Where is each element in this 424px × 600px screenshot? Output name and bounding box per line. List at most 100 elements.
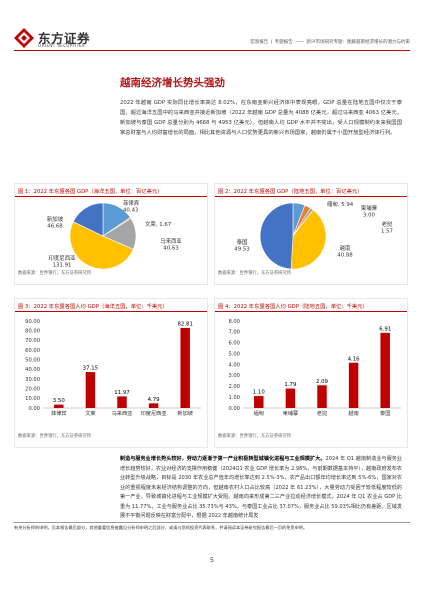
- y-tick-label: 3.00: [228, 373, 240, 379]
- pie-label-name: 柬埔寨: [361, 204, 378, 212]
- y-tick-label: 4.00: [228, 362, 240, 368]
- page-number: 5: [209, 556, 215, 564]
- figure-2: 图 2：2022 年东盟各国 GDP（陆地五国，单位：百亿美元） 缅甸, 5.9…: [214, 183, 408, 285]
- x-tick-label: 菲律宾: [51, 409, 67, 417]
- figure-1-source: 数据来源：世界银行，东方证券研究所: [18, 271, 92, 276]
- body-paragraph: 制造与服务业增长势头较好，劳动力逐渐于第一产业积极转型城镇化进程与工业规模扩大。…: [120, 455, 402, 522]
- footer-divider: [14, 522, 410, 523]
- bar: [285, 388, 296, 408]
- intro-paragraph: 2022 年越南 GDP 实际同比增长率高达 8.02%，在东南亚新兴经济体中表…: [120, 100, 402, 136]
- pie-label-name: 新加坡: [47, 215, 64, 223]
- pie-slice: [259, 202, 294, 270]
- x-tick-label: 泰国: [380, 409, 390, 417]
- orient-logo-icon: [14, 28, 34, 48]
- body-text: 2024 年 Q1 越南制造业与服务业增长趋势较好，农业对经济的支撑作用稳健（2…: [120, 456, 402, 519]
- pie-label-value: 40.43: [123, 208, 138, 214]
- y-tick-label: 90.00: [25, 319, 40, 325]
- bar: [117, 396, 127, 408]
- pie-label-value: 1.57: [381, 229, 393, 235]
- figure-2-title: 图 2：2022 年东盟各国 GDP（陆地五国，单位：百亿美元）: [215, 184, 407, 197]
- pie-label-value: 49.53: [234, 247, 249, 253]
- x-tick-label: 越南: [348, 409, 358, 417]
- bar-value-label: 2.09: [316, 379, 329, 385]
- pie-label-value: 40.63: [163, 246, 178, 252]
- figure-3-source: 数据来源：世界银行，东方证券研究所: [18, 434, 92, 439]
- y-tick-label: 20.00: [25, 386, 40, 392]
- pie-label-value: 131.91: [53, 263, 72, 269]
- pie-label-name: 缅甸, 5.94: [327, 200, 354, 208]
- pie-slice: [72, 202, 104, 237]
- section-title: 越南经济增长势头强劲: [120, 77, 225, 89]
- bar: [180, 327, 190, 408]
- bar: [85, 372, 96, 408]
- body-lead: 制造与服务业增长势头较好，劳动力逐渐于第一产业积极转型城镇化进程与工业规模扩大。: [120, 456, 326, 462]
- figure-3-title: 图 3：2022 年东盟各国人均 GDP（海洋五国，单位：千美元）: [15, 299, 207, 312]
- bar: [254, 396, 264, 408]
- x-tick-label: 马来西亚: [112, 409, 133, 417]
- pie-label-name: 菲律宾: [123, 199, 140, 207]
- x-tick-label: 柬埔寨: [283, 409, 299, 417]
- bar-value-label: 4.16: [348, 356, 361, 362]
- y-tick-label: 60.00: [25, 348, 40, 354]
- x-tick-label: 文莱: [85, 409, 95, 417]
- breadcrumb-item: 专题报告: [274, 40, 293, 45]
- y-tick-label: 70.00: [25, 338, 40, 344]
- pie-label-name: 文莱, 1.67: [145, 220, 171, 228]
- bar-value-label: 1.10: [253, 390, 266, 396]
- figure-3: 图 3：2022 年东盟各国人均 GDP（海洋五国，单位：千美元） 0.00 10…: [14, 298, 208, 448]
- figure-4: 图 4：2022 年东盟各国人均 GDP（陆地五国，单位：千美元） 0.00 1.…: [214, 298, 408, 448]
- pie-label-value: 3.00: [363, 213, 376, 219]
- bar-value-label: 3.50: [53, 398, 66, 404]
- figure-4-bar-chart: 0.00 1.00 2.00 3.00 4.00 5.00 6.00 7.00 8.00 1.10…: [228, 319, 401, 417]
- figure-3-bar-chart: 0.00 10.00 20.00 30.00 40.00 50.00 60.00 70.00 8…: [25, 319, 201, 417]
- header-divider: [14, 50, 410, 51]
- y-tick-label: 50.00: [25, 357, 40, 363]
- y-tick-label: 8.00: [228, 319, 240, 325]
- x-tick-label: 新加坡: [177, 409, 193, 417]
- y-tick-label: 2.00: [228, 384, 240, 390]
- breadcrumb-separator: |: [270, 40, 273, 45]
- pie-label-value: 40.88: [337, 253, 353, 259]
- pie-label-name: 印度尼西亚: [49, 254, 77, 262]
- page-header: 东方证券 ORIENT SECURITIES 宏观报告 | 专题报告 —— 新兴…: [0, 0, 424, 56]
- x-tick-label: 印度尼西亚: [141, 409, 167, 417]
- y-tick-label: 0.00: [228, 406, 240, 412]
- logo-text-cn: 东方证券: [38, 31, 91, 46]
- bar: [348, 362, 359, 408]
- y-tick-label: 10.00: [25, 396, 40, 402]
- bar: [54, 404, 64, 408]
- pie-label-name: 马来西亚: [160, 237, 182, 245]
- y-tick-label: 80.00: [25, 328, 40, 334]
- pie-label-value: 46.68: [47, 224, 63, 230]
- bar: [317, 385, 327, 408]
- figure-1: 图 1：2022 年东盟各国 GDP（海洋五国，单位：百亿美元） 菲律宾 40.4…: [14, 183, 208, 285]
- y-tick-label: 1.00: [228, 395, 240, 401]
- breadcrumb-dash: ——: [295, 40, 305, 45]
- y-tick-label: 7.00: [228, 330, 240, 336]
- y-tick-label: 6.00: [228, 341, 240, 347]
- y-tick-label: 40.00: [25, 367, 40, 373]
- pie-slice: [290, 209, 327, 270]
- pie-label-name: 泰国: [237, 238, 248, 246]
- disclaimer-note: 有关分析师的申明，见本报告最后部分，其他重要信息披露见分析师申明之后部分，或请与…: [14, 525, 308, 530]
- figure-4-title: 图 4：2022 年东盟各国人均 GDP（陆地五国，单位：千美元）: [215, 299, 407, 312]
- figure-2-source: 数据来源：世界银行，东方证券研究所: [218, 271, 292, 276]
- bar-value-label: 6.91: [379, 326, 391, 332]
- figure-1-title: 图 1：2022 年东盟各国 GDP（海洋五国，单位：百亿美元）: [15, 184, 207, 197]
- bar-value-label: 82.81: [177, 321, 192, 327]
- figure-4-source: 数据来源：世界银行，东方证券研究所: [218, 434, 292, 439]
- bar-value-label: 4.79: [148, 397, 161, 403]
- pie-label-name: 越南: [340, 244, 351, 252]
- bar-value-label: 37.15: [83, 366, 98, 372]
- y-tick-label: 5.00: [228, 351, 240, 357]
- logo-text-en: ORIENT SECURITIES: [38, 43, 85, 48]
- x-tick-label: 缅甸: [254, 409, 264, 417]
- pie-slice: [69, 221, 134, 270]
- breadcrumb: 宏观报告 | 专题报告 —— 新兴市场研究专题：图解越南经济增长的潜力与约束: [249, 39, 410, 45]
- bar-value-label: 11.97: [114, 390, 129, 396]
- y-tick-label: 30.00: [25, 377, 40, 383]
- bar-value-label: 1.79: [284, 382, 297, 388]
- pie-label-name: 老挝: [382, 220, 393, 228]
